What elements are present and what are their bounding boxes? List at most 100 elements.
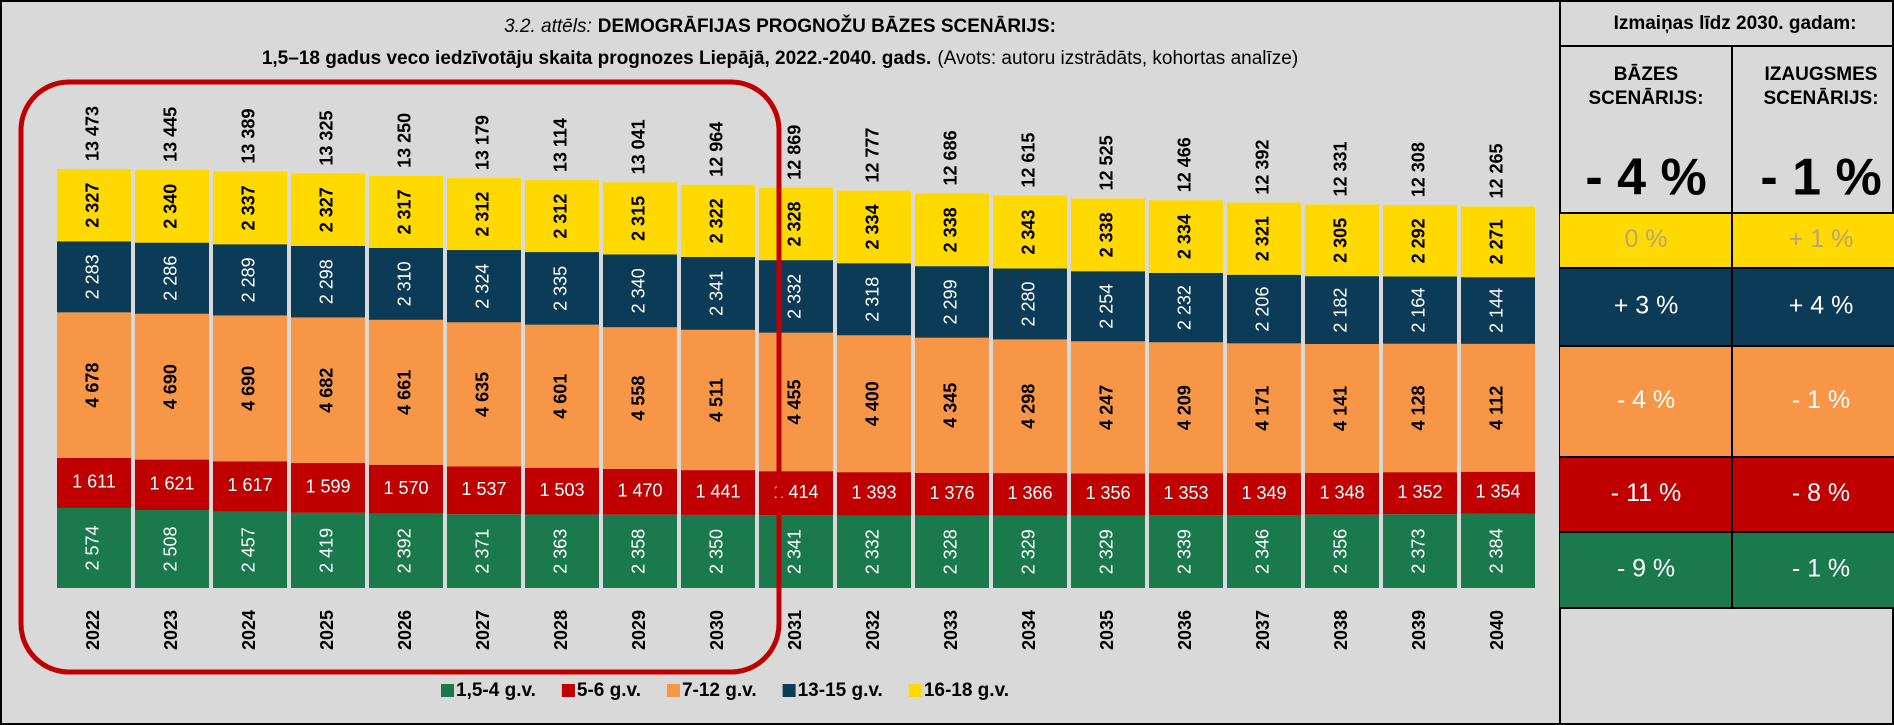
x-tick-label: 2024 (239, 610, 259, 650)
data-label: 2 322 (707, 198, 727, 243)
bar-segment (681, 514, 755, 588)
data-label: 4 558 (629, 376, 649, 421)
bar-segment (369, 513, 443, 588)
data-label: 2 283 (83, 254, 103, 299)
bar-segment (369, 464, 443, 514)
bar-segment (603, 468, 677, 515)
data-label: 2 350 (707, 529, 727, 574)
bar-segment (525, 514, 599, 588)
total-label: 13 041 (629, 119, 649, 174)
data-label: 1 356 (1085, 483, 1130, 503)
total-label: 12 615 (1019, 133, 1039, 188)
bar-segment (681, 257, 755, 330)
data-label: 2 339 (1175, 529, 1195, 574)
data-label: 2 299 (941, 279, 961, 324)
bar-segment (1071, 271, 1145, 342)
bar-segment (603, 514, 677, 588)
bar-segment (1305, 472, 1379, 515)
legend-swatch (561, 684, 575, 697)
bar-segment (1305, 276, 1379, 345)
data-label: 2 164 (1409, 288, 1429, 333)
bar-segment (603, 254, 677, 328)
legend-label: 16-18 g.v. (924, 680, 1009, 701)
x-tick-label: 2028 (551, 610, 571, 650)
data-label: 4 247 (1097, 385, 1117, 430)
data-label: 2 254 (1097, 284, 1117, 329)
data-label: 1 353 (1163, 483, 1208, 503)
total-label: 12 525 (1097, 135, 1117, 190)
legend-label: 13-15 g.v. (798, 680, 883, 701)
data-label: 1 352 (1397, 482, 1442, 502)
table-cell: + 1 % (1789, 225, 1854, 253)
source: (Avots: autoru izstrādāts, kohortas anal… (937, 48, 1298, 69)
bar-segment (915, 266, 989, 338)
bar-segment (135, 510, 209, 588)
data-label: 2 338 (941, 207, 961, 252)
table-cell: 0 % (1624, 225, 1667, 253)
bar-segment (915, 337, 989, 473)
data-label: 2 280 (1019, 281, 1039, 326)
bar-segment (759, 515, 833, 588)
bar-segment (1383, 343, 1457, 473)
data-label: 4 141 (1331, 386, 1351, 431)
bar-segment (525, 467, 599, 515)
data-label: 1 441 (695, 481, 740, 501)
legend-swatch (782, 684, 796, 697)
data-label: 2 321 (1253, 216, 1273, 261)
bar-segment (1149, 342, 1223, 474)
data-label: 2 457 (239, 527, 259, 572)
bar-segment (681, 470, 755, 515)
total-label: 13 389 (239, 109, 259, 164)
bar-segment (213, 461, 287, 512)
bar-segment (993, 339, 1067, 474)
data-label: 2 317 (395, 189, 415, 234)
bar-segment (759, 471, 833, 516)
bar-segment (837, 472, 911, 516)
bar-segment (291, 173, 365, 246)
bar-segment (603, 327, 677, 469)
bar-segment (993, 473, 1067, 516)
data-label: 1 349 (1241, 483, 1286, 503)
x-tick-label: 2026 (395, 610, 415, 650)
table-cell: - 11 % (1611, 479, 1681, 507)
legend-label: 1,5-4 g.v. (456, 680, 536, 701)
bar-segment (837, 263, 911, 336)
data-label: 1 611 (72, 472, 116, 492)
total-label: 13 325 (317, 111, 337, 166)
data-label: 2 298 (317, 259, 337, 304)
bar-segment (291, 245, 365, 318)
legend-label: 5-6 g.v. (577, 680, 641, 701)
data-label: 2 289 (239, 257, 259, 302)
bar-segment (1149, 200, 1223, 273)
bar-segment (1149, 473, 1223, 516)
table-row-fill (1560, 457, 1894, 532)
total-label: 13 179 (473, 115, 493, 170)
bar-segment (1461, 277, 1535, 344)
bar-segment (1461, 513, 1535, 588)
bar-segment (213, 511, 287, 588)
bar-segment (1227, 274, 1301, 344)
data-label: 2 206 (1253, 287, 1273, 332)
bar-segment (291, 317, 365, 464)
bar-segment (1071, 473, 1145, 516)
x-tick-label: 2027 (473, 610, 493, 650)
x-tick-label: 2039 (1409, 610, 1429, 650)
data-label: 2 327 (317, 187, 337, 232)
data-label: 4 601 (551, 374, 571, 419)
data-label: 2 232 (1175, 285, 1195, 330)
data-label: 2 286 (161, 256, 181, 301)
data-label: 2 332 (863, 529, 883, 574)
bar-segment (135, 459, 209, 511)
data-label: 1 570 (383, 478, 428, 498)
data-label: 2 373 (1409, 529, 1429, 574)
data-label: 1 393 (851, 483, 896, 503)
bar-segment (57, 168, 131, 242)
bar-segment (1305, 204, 1379, 277)
bar-segment (993, 515, 1067, 588)
bar-segment (57, 312, 131, 458)
bar-segment (681, 329, 755, 471)
table-row-fill (1560, 346, 1894, 457)
data-label: 2 363 (551, 529, 571, 574)
bar-segment (135, 313, 209, 460)
legend-label: 7-12 g.v. (682, 680, 757, 701)
